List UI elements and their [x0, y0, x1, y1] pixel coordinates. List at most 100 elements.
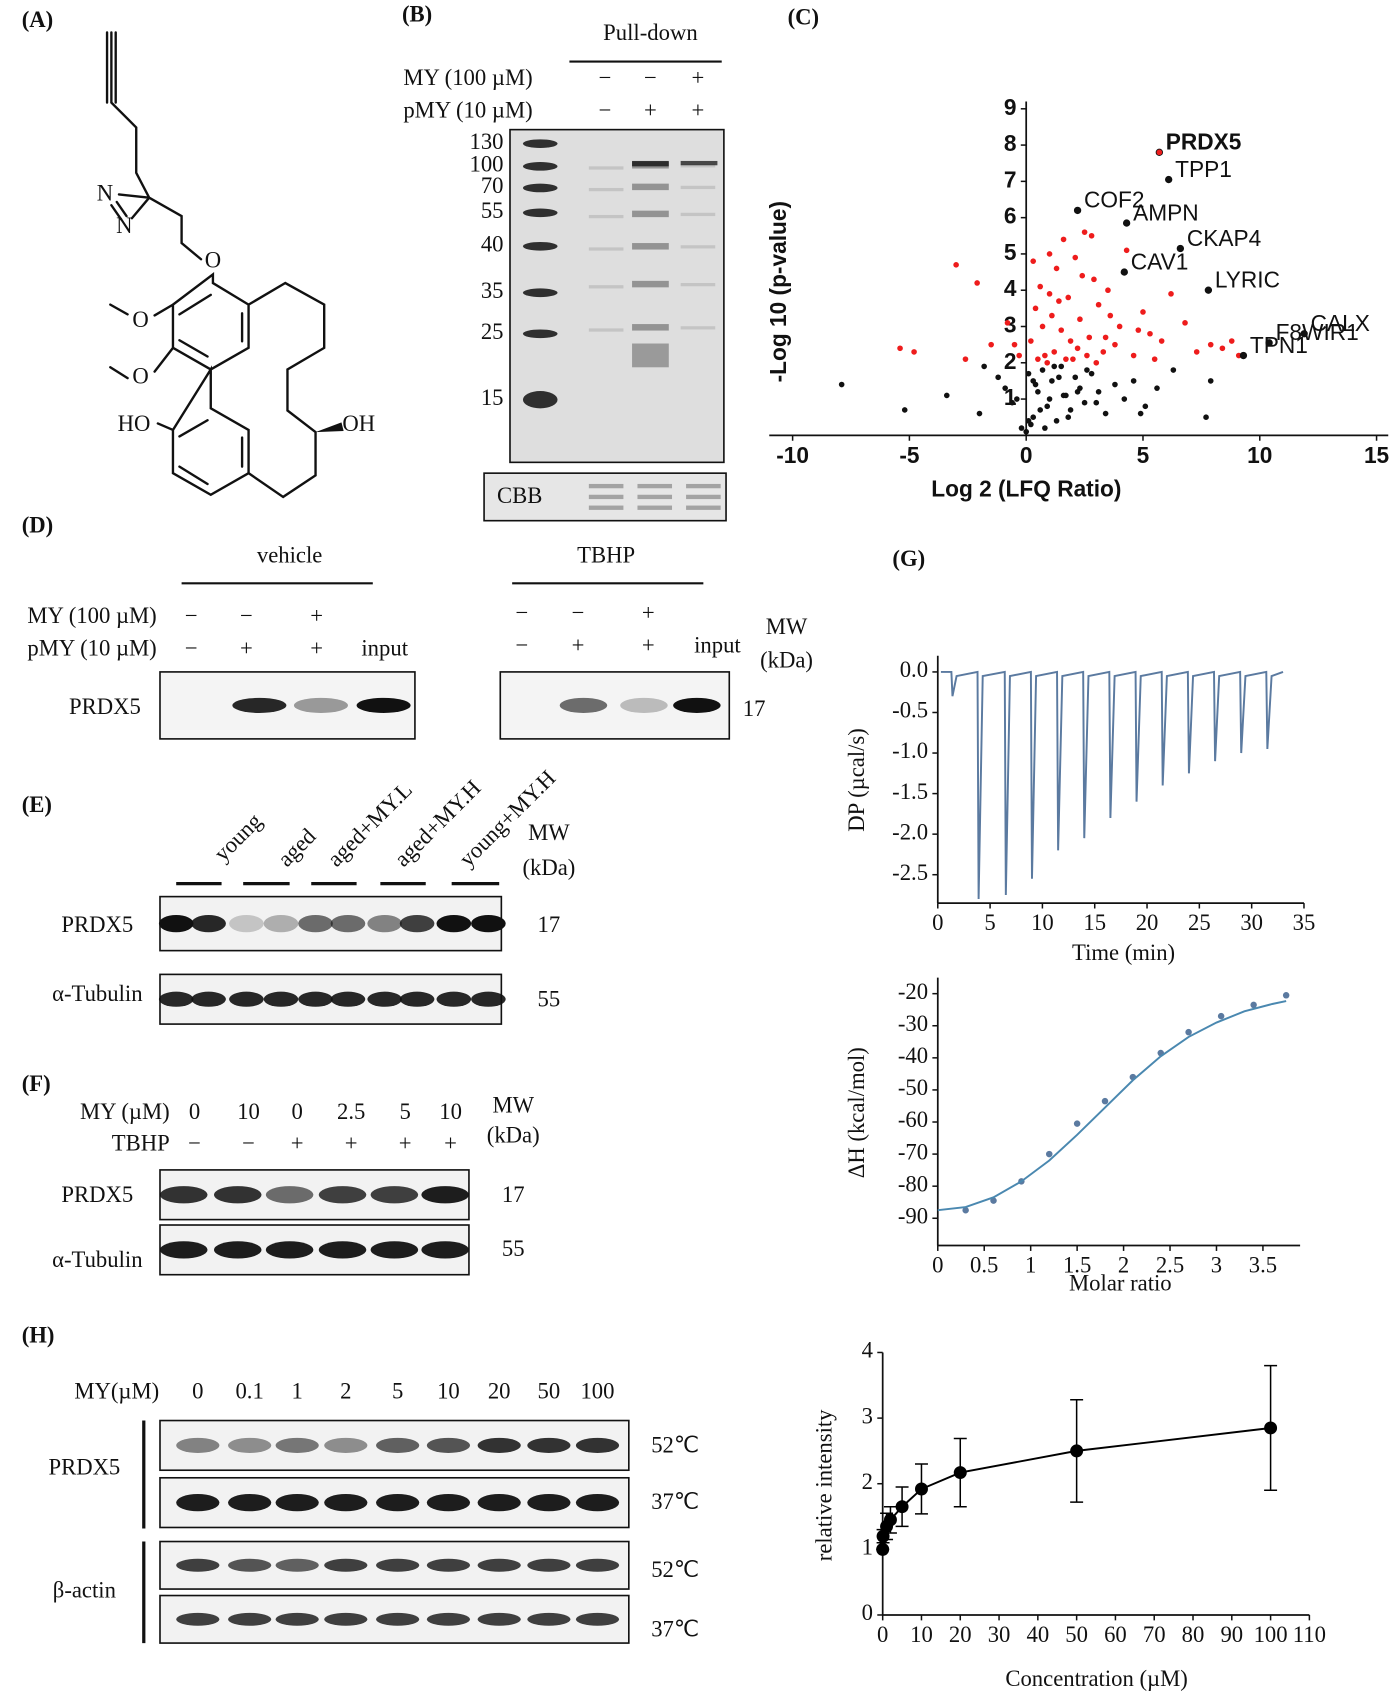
band [421, 1241, 469, 1259]
cbb-band [686, 483, 721, 489]
labeled-point [1073, 206, 1082, 215]
data-point [976, 410, 983, 417]
x-tick-label: 0.5 [970, 1252, 998, 1277]
data-point [1088, 370, 1095, 377]
y-tick-label: -70 [898, 1139, 928, 1164]
x-tick-label: 30 [1240, 910, 1263, 935]
data-point [1028, 338, 1034, 344]
x-axis-label: Time (min) [1072, 940, 1175, 965]
band [228, 1612, 272, 1626]
wedge [315, 422, 344, 433]
temp-label: 52℃ [651, 1557, 699, 1582]
data-point [1042, 425, 1048, 431]
x-tick-label: -10 [776, 442, 809, 468]
band [367, 991, 402, 1007]
mw-header: MW [766, 614, 808, 639]
data-point [1077, 316, 1083, 323]
point-label: COF2 [1084, 187, 1144, 213]
band [477, 1493, 521, 1512]
y-axis-label: relative intensity [812, 1409, 837, 1561]
blot-label: PRDX5 [48, 1454, 120, 1479]
band [176, 1437, 220, 1453]
data-point [1058, 363, 1065, 370]
data-point [953, 262, 959, 268]
data-point [911, 349, 917, 355]
sign: − [599, 98, 612, 123]
data-point [838, 381, 845, 388]
band [477, 1437, 521, 1453]
lane-label: young [209, 808, 267, 866]
x-tick-label: 3 [1211, 1252, 1222, 1277]
data-point [1046, 251, 1053, 257]
data-point [1056, 298, 1062, 304]
data-point [1095, 388, 1102, 395]
data-point [1079, 272, 1086, 279]
mw-label: 70 [481, 173, 504, 198]
mw-label: 25 [481, 319, 504, 344]
band [436, 914, 472, 933]
ladder-band [522, 329, 558, 339]
data-point [1282, 992, 1290, 999]
x-tick-label: 1 [1025, 1252, 1036, 1277]
x-tick-label: 2.5 [1156, 1252, 1184, 1277]
data-point [1025, 370, 1032, 377]
y-axis-label: -Log 10 (p-value) [765, 201, 791, 382]
band [527, 1437, 571, 1453]
band [324, 1558, 368, 1572]
sign: − [185, 636, 198, 661]
data-point [1051, 349, 1058, 355]
band [575, 1558, 620, 1572]
temp-label: 52℃ [651, 1433, 699, 1458]
mw-label: 17 [743, 696, 766, 721]
data-point [981, 363, 987, 370]
data-line [937, 1000, 1287, 1212]
data-point [1030, 414, 1037, 421]
band [471, 991, 506, 1007]
data-point [1032, 305, 1039, 312]
band [176, 1493, 220, 1512]
data-point [1088, 232, 1095, 239]
ladder-band [522, 391, 558, 409]
labeled-point [1300, 330, 1308, 338]
x-tick-label: 20 [949, 1622, 972, 1647]
band [575, 1437, 620, 1453]
band [367, 914, 402, 933]
band [426, 1558, 471, 1572]
data-point [1093, 399, 1100, 406]
data-point [1168, 291, 1174, 297]
y-axis-label: ΔH (kcal/mol) [844, 1047, 869, 1178]
sign: + [310, 636, 323, 661]
cbb-band [588, 483, 624, 489]
x-axis-label: Concentration (µM) [1005, 1666, 1187, 1691]
data-point [1016, 352, 1022, 359]
smear [588, 247, 624, 251]
sign: 10 [439, 1099, 462, 1124]
x-tick-label: 70 [1143, 1622, 1166, 1647]
band [575, 1612, 620, 1626]
mw-label: 100 [469, 152, 503, 177]
row-label: pMY (10 µM) [403, 98, 532, 123]
data-point [1002, 385, 1008, 391]
data-point [1112, 341, 1118, 348]
sign: − [515, 632, 528, 657]
temp-label: 37℃ [651, 1616, 699, 1641]
data-point [1081, 229, 1088, 235]
panel-label: (F) [22, 1071, 51, 1096]
labeled-point [1204, 286, 1213, 294]
row-label: pMY (10 µM) [27, 636, 156, 661]
band [159, 1186, 208, 1204]
band [324, 1493, 368, 1512]
data-point [1072, 254, 1079, 261]
band [399, 991, 435, 1007]
mw-header: MW [528, 820, 570, 845]
data-point [1053, 265, 1060, 272]
smear [588, 166, 624, 170]
atom-label: HO [118, 411, 151, 436]
band [229, 914, 264, 933]
band [370, 1186, 419, 1204]
point-label: CALX [1311, 310, 1370, 336]
data-point [1137, 410, 1144, 417]
band [421, 1186, 469, 1204]
mw-header: (kDa) [760, 647, 813, 672]
atom-label: O [132, 307, 148, 332]
